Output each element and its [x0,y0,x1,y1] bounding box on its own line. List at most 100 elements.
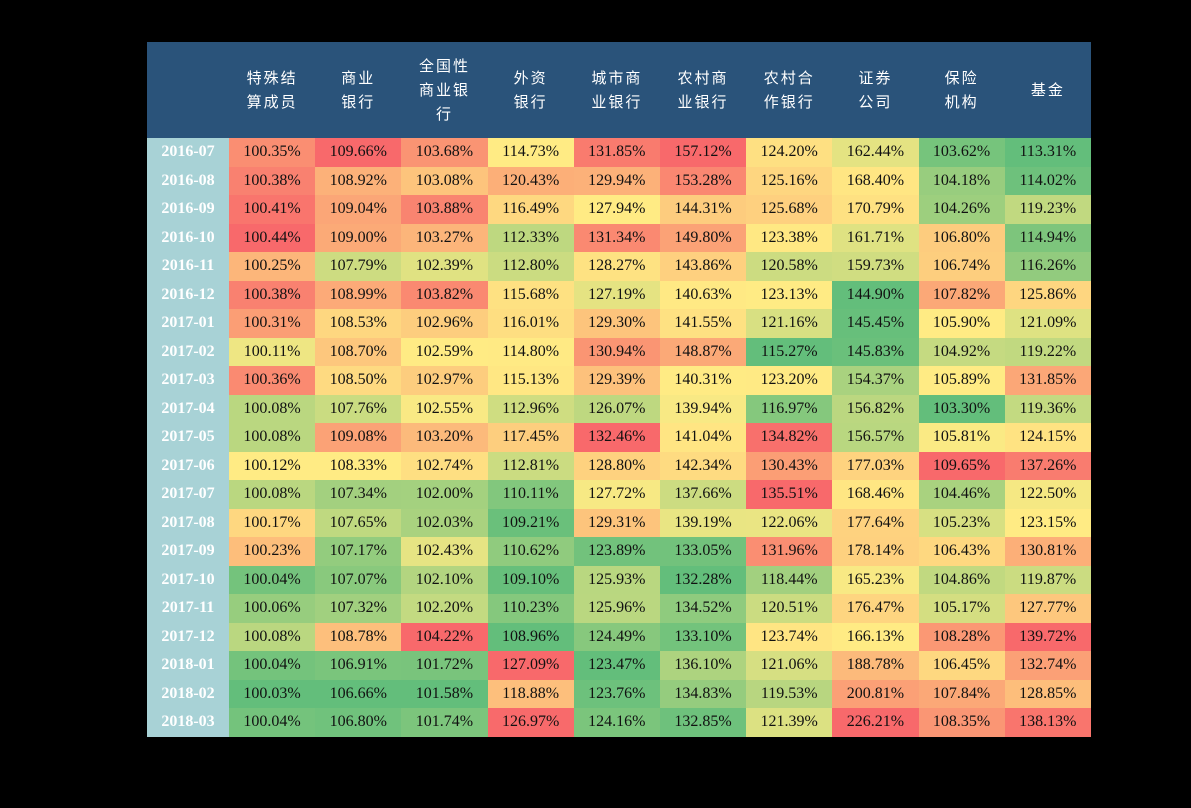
heatmap-cell: 107.82% [918,280,1005,309]
column-header-line: 证券 [858,69,893,87]
heatmap-cell: 177.64% [832,508,919,537]
heatmap-cell: 107.34% [315,480,402,509]
heatmap-cell: 100.41% [229,195,316,224]
heatmap-table: 特殊结 算成员 商业 银行 全国性 商业银行外资 银行 城市商 业银行 农村商 业银行 农村合 作银行证… [147,42,1091,737]
heatmap-cell: 114.94% [1004,223,1091,252]
heatmap-cell: 125.93% [573,565,660,594]
heatmap-cell: 110.62% [487,537,574,566]
heatmap-cell: 100.08% [229,394,316,423]
table-row: 2016-08 100.38% 108.92% 103.08% 120.43% 129.9… [147,166,1091,195]
heatmap-cell: 107.79% [315,252,402,281]
column-header-line: 银行 [513,93,548,111]
heatmap-cell: 170.79% [832,195,919,224]
heatmap-cell: 109.10% [487,565,574,594]
heatmap-cell: 141.55% [659,309,747,338]
table-row: 2016-11 100.25% 107.79% 102.39% 112.80% 128.2… [147,252,1091,281]
heatmap-cell: 116.26% [1004,252,1091,281]
heatmap-cell: 141.04% [659,423,747,452]
heatmap-cell: 128.27% [573,252,660,281]
column-header-line: 农村商 [677,69,729,87]
row-date-label: 2017-07 [147,480,229,509]
heatmap-cell: 133.05% [659,537,747,566]
heatmap-cell: 103.30% [918,394,1005,423]
heatmap-cell: 107.32% [315,594,402,623]
heatmap-cell: 130.43% [746,451,833,480]
heatmap-cell: 124.16% [573,708,660,737]
row-date-label: 2016-09 [147,195,229,224]
heatmap-cell: 154.37% [832,366,919,395]
heatmap-cell: 107.76% [315,394,402,423]
row-date-label: 2016-12 [147,280,229,309]
heatmap-cell: 168.40% [832,166,919,195]
column-header-line: 保险 [944,69,979,87]
heatmap-cell: 176.47% [832,594,919,623]
heatmap-cell: 122.06% [746,508,833,537]
column-header-line: 基金 [1030,81,1065,99]
table-row: 2017-02 100.11% 108.70% 102.59% 114.80% 130.9… [147,337,1091,366]
heatmap-cell: 103.62% [918,138,1005,167]
heatmap-cell: 166.13% [832,622,919,651]
heatmap-cell: 159.73% [832,252,919,281]
heatmap-cell: 139.72% [1004,622,1091,651]
header-corner [147,42,229,138]
heatmap-cell: 135.51% [746,480,833,509]
heatmap-cell: 138.13% [1004,708,1091,737]
column-header: 全国性 商业银行 [401,42,488,138]
heatmap-cell: 121.06% [746,651,833,680]
heatmap-cell: 123.15% [1004,508,1091,537]
heatmap-cell: 139.94% [659,394,747,423]
heatmap-cell: 112.33% [487,223,574,252]
heatmap-cell: 114.73% [487,138,574,167]
heatmap-cell: 109.66% [315,138,402,167]
heatmap-cell: 114.80% [487,337,574,366]
row-date-label: 2018-02 [147,679,229,708]
column-header-line: 全国性 [418,57,470,75]
heatmap-cell: 100.08% [229,423,316,452]
heatmap-cell: 137.66% [659,480,747,509]
heatmap-cell: 102.59% [401,337,488,366]
heatmap-cell: 107.17% [315,537,402,566]
heatmap-cell: 120.51% [746,594,833,623]
heatmap-cell: 132.28% [659,565,747,594]
heatmap-cell: 100.04% [229,651,316,680]
column-header: 农村商 业银行 [659,42,747,138]
heatmap-cell: 102.00% [401,480,488,509]
column-header: 证券 公司 [832,42,919,138]
heatmap-cell: 100.11% [229,337,316,366]
heatmap-cell: 108.78% [315,622,402,651]
heatmap-cell: 103.20% [401,423,488,452]
table-row: 2016-07 100.35% 109.66% 103.68% 114.73% 131.8… [147,138,1091,167]
heatmap-cell: 100.17% [229,508,316,537]
column-header-line: 银行 [341,93,376,111]
row-date-label: 2017-04 [147,394,229,423]
heatmap-cell: 109.00% [315,223,402,252]
table-row: 2017-09 100.23% 107.17% 102.43% 110.62% 123.8… [147,537,1091,566]
heatmap-cell: 129.30% [573,309,660,338]
column-header: 特殊结 算成员 [229,42,316,138]
heatmap-cell: 119.22% [1004,337,1091,366]
heatmap-cell: 153.28% [659,166,747,195]
heatmap-cell: 125.68% [746,195,833,224]
heatmap-cell: 100.38% [229,280,316,309]
table-row: 2017-03 100.36% 108.50% 102.97% 115.13% 129.3… [147,366,1091,395]
heatmap-cell: 128.80% [573,451,660,480]
heatmap-cell: 137.26% [1004,451,1091,480]
column-header-line: 算成员 [246,93,298,111]
heatmap-cell: 112.96% [487,394,574,423]
heatmap-cell: 113.31% [1004,138,1091,167]
heatmap-cell: 108.28% [918,622,1005,651]
heatmap-cell: 140.63% [659,280,747,309]
heatmap-cell: 123.20% [746,366,833,395]
heatmap-cell: 103.27% [401,223,488,252]
heatmap-cell: 104.22% [401,622,488,651]
column-header: 农村合 作银行 [746,42,833,138]
heatmap-cell: 100.31% [229,309,316,338]
heatmap-cell: 100.08% [229,480,316,509]
heatmap-cell: 120.58% [746,252,833,281]
heatmap-cell: 156.57% [832,423,919,452]
heatmap-cell: 200.81% [832,679,919,708]
heatmap-cell: 102.10% [401,565,488,594]
heatmap-cell: 130.94% [573,337,660,366]
column-header-line: 特殊结 [246,69,298,87]
row-date-label: 2017-11 [147,594,229,623]
